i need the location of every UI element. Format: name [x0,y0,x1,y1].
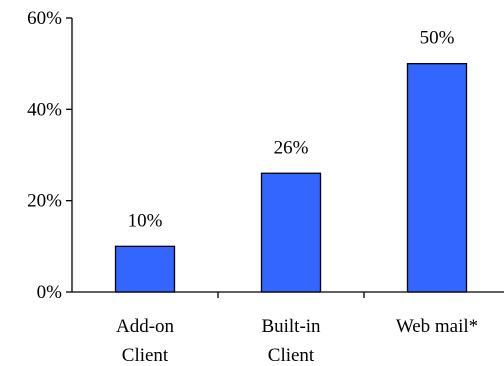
y-tick-label: 60% [27,8,62,29]
category-label: Client [268,345,315,366]
y-tick-label: 40% [27,99,62,120]
bar [406,63,468,293]
data-label: 50% [420,28,455,49]
category-label: Add-on [116,316,175,337]
data-label: 26% [274,137,309,158]
y-tick-label: 20% [27,191,62,212]
y-tick-label: 0% [37,282,63,303]
labels: 10% Add-on Client 26% Built-in Client 50% Web m… [116,28,478,366]
data-label: 10% [128,210,163,231]
bars [114,63,468,293]
bar [114,245,176,293]
category-label: Built-in [261,316,321,337]
bar [260,172,322,293]
category-label: Web mail* [396,316,478,337]
category-label: Client [122,345,169,366]
